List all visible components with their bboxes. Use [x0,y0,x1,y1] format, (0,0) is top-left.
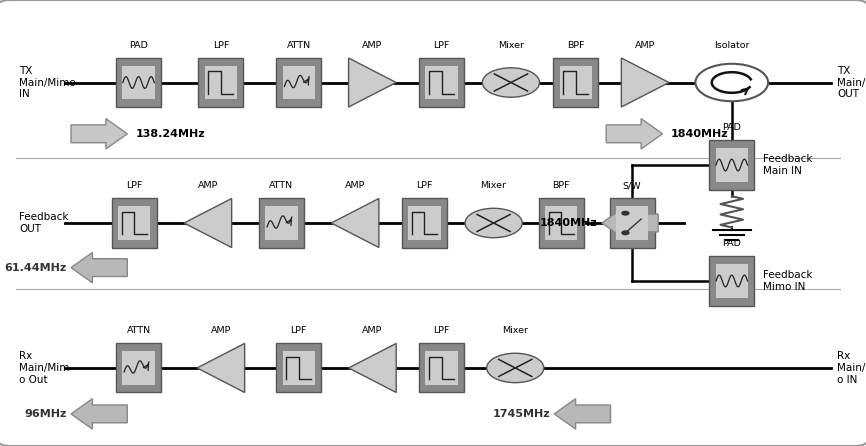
FancyBboxPatch shape [122,351,155,384]
FancyBboxPatch shape [116,343,161,392]
FancyBboxPatch shape [425,351,458,384]
Text: LPF: LPF [291,326,307,335]
FancyBboxPatch shape [282,351,315,384]
FancyBboxPatch shape [198,58,243,107]
Polygon shape [622,58,669,107]
Polygon shape [71,399,127,429]
Polygon shape [197,343,245,392]
Text: Feedback
OUT: Feedback OUT [19,212,68,234]
Circle shape [622,211,629,215]
Text: AMP: AMP [197,182,218,190]
Text: PAD: PAD [129,41,148,50]
Circle shape [487,353,544,383]
Text: LPF: LPF [434,326,449,335]
Text: ATTN: ATTN [269,182,294,190]
Text: Feedback
Mimo IN: Feedback Mimo IN [763,270,812,292]
Polygon shape [71,119,127,149]
FancyBboxPatch shape [715,264,748,297]
Text: 96MHz: 96MHz [24,409,67,419]
Text: 61.44MHz: 61.44MHz [4,263,67,273]
Text: AMP: AMP [362,326,383,335]
Text: Mixer: Mixer [502,326,528,335]
Text: Mixer: Mixer [481,182,507,190]
FancyBboxPatch shape [419,58,464,107]
Text: TX
Main/Mimo
OUT: TX Main/Mimo OUT [837,66,866,99]
Text: AMP: AMP [635,41,656,50]
FancyBboxPatch shape [402,198,447,248]
Text: AMP: AMP [362,41,383,50]
FancyBboxPatch shape [709,140,754,190]
FancyBboxPatch shape [553,58,598,107]
Text: AMP: AMP [345,182,365,190]
FancyBboxPatch shape [259,198,304,248]
Polygon shape [331,198,379,248]
Text: TX
Main/Mimo
IN: TX Main/Mimo IN [19,66,76,99]
Circle shape [465,208,522,238]
Text: ATTN: ATTN [126,326,151,335]
Polygon shape [606,119,662,149]
Text: Rx
Main/Mim
o IN: Rx Main/Mim o IN [837,351,866,384]
FancyBboxPatch shape [539,198,584,248]
FancyBboxPatch shape [610,198,655,248]
Text: Rx
Main/Mim
o Out: Rx Main/Mim o Out [19,351,69,384]
FancyBboxPatch shape [545,206,578,240]
FancyBboxPatch shape [265,206,298,240]
FancyBboxPatch shape [559,66,592,99]
Text: PAD: PAD [722,240,741,248]
Text: 1745MHz: 1745MHz [492,409,550,419]
FancyBboxPatch shape [616,206,649,240]
Circle shape [622,231,629,235]
Text: 138.24MHz: 138.24MHz [136,129,205,139]
Text: PAD: PAD [722,124,741,132]
Polygon shape [602,208,658,238]
FancyBboxPatch shape [276,58,321,107]
Text: AMP: AMP [210,326,231,335]
FancyBboxPatch shape [282,66,315,99]
Text: LPF: LPF [417,182,432,190]
Circle shape [482,68,540,97]
FancyBboxPatch shape [122,66,155,99]
FancyBboxPatch shape [118,206,151,240]
Polygon shape [348,343,396,392]
Polygon shape [71,252,127,283]
FancyBboxPatch shape [419,343,464,392]
FancyBboxPatch shape [709,256,754,306]
Polygon shape [554,399,611,429]
Text: LPF: LPF [213,41,229,50]
Text: 1840MHz: 1840MHz [671,129,729,139]
FancyBboxPatch shape [204,66,237,99]
FancyBboxPatch shape [408,206,441,240]
FancyBboxPatch shape [715,149,748,182]
Text: Feedback
Main IN: Feedback Main IN [763,154,812,176]
FancyBboxPatch shape [425,66,458,99]
FancyBboxPatch shape [276,343,321,392]
Text: 1840MHz: 1840MHz [540,218,598,228]
Text: LPF: LPF [126,182,142,190]
FancyBboxPatch shape [116,58,161,107]
Text: Mixer: Mixer [498,41,524,50]
Text: Isolator: Isolator [714,41,749,50]
Polygon shape [348,58,396,107]
Circle shape [695,64,768,101]
Polygon shape [184,198,232,248]
Text: ATTN: ATTN [287,41,311,50]
FancyBboxPatch shape [112,198,157,248]
Text: BPF: BPF [567,41,585,50]
Text: BPF: BPF [553,182,570,190]
Text: LPF: LPF [434,41,449,50]
Text: S/W: S/W [623,182,642,190]
